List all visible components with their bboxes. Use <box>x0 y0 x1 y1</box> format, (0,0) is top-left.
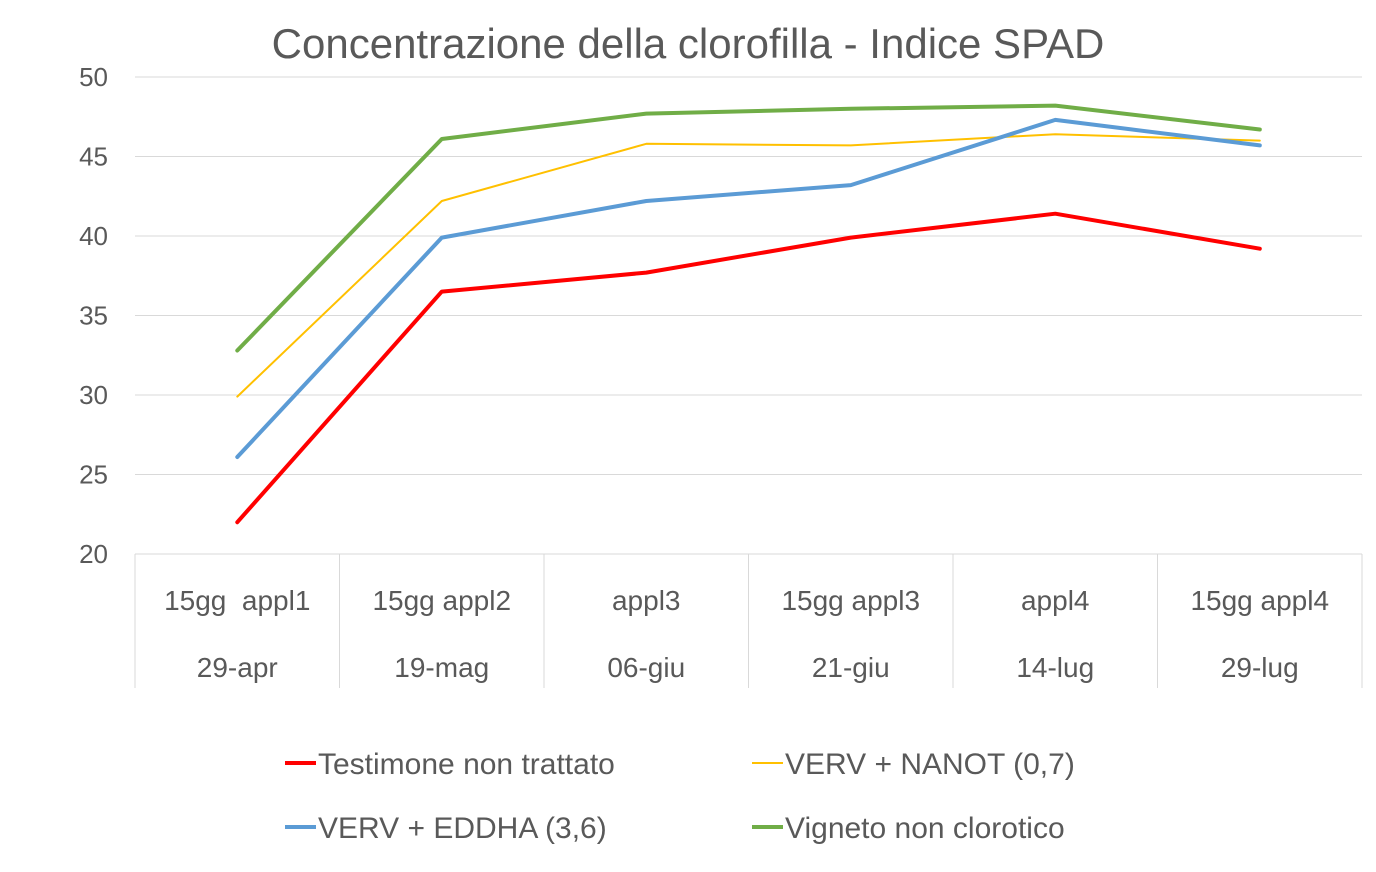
y-tick-label: 25 <box>79 460 108 490</box>
series-line-2 <box>236 133 1261 398</box>
legend: Testimone non trattato VERV + NANOT (0,7)… <box>285 748 1075 845</box>
legend-label: VERV + EDDHA (3,6) <box>318 812 607 845</box>
y-axis: 20 25 30 35 40 45 50 <box>79 62 108 569</box>
y-tick-label: 45 <box>79 142 108 172</box>
y-tick-label: 30 <box>79 380 108 410</box>
x-tick-label-line2: 29-apr <box>197 652 278 683</box>
x-tick-label-line2: 14-lug <box>1016 652 1094 683</box>
legend-label: Testimone non trattato <box>318 748 615 781</box>
x-tick-label-line1: 15gg appl2 <box>372 585 511 616</box>
x-tick-label-line2: 21-giu <box>812 652 890 683</box>
legend-label: VERV + NANOT (0,7) <box>785 748 1075 781</box>
y-tick-label: 40 <box>79 221 108 251</box>
gridlines <box>135 76 1362 555</box>
series-line-3 <box>235 117 1262 459</box>
legend-label: Vigneto non clorotico <box>785 812 1065 845</box>
y-tick-label: 20 <box>79 539 108 569</box>
x-axis: 15gg appl1 29-apr 15gg appl2 19-mag appl3 06-… <box>134 554 1363 688</box>
chart-title: Concentrazione della clorofilla - Indice… <box>272 20 1105 67</box>
series-line-4 <box>235 103 1262 353</box>
x-tick-label-line2: 29-lug <box>1221 652 1299 683</box>
y-tick-label: 50 <box>79 62 108 92</box>
x-tick-label-line1: 15gg appl3 <box>781 585 920 616</box>
x-tick-label-line2: 19-mag <box>394 652 489 683</box>
x-tick-label-line1: appl3 <box>612 585 681 616</box>
x-tick-label-line1: 15gg appl4 <box>1190 585 1329 616</box>
x-tick-label-line1: 15gg appl1 <box>164 585 310 616</box>
series-line-1 <box>235 211 1262 525</box>
x-tick-label-line2: 06-giu <box>607 652 685 683</box>
x-tick-label-line1: appl4 <box>1021 585 1090 616</box>
y-tick-label: 35 <box>79 301 108 331</box>
series-lines <box>235 103 1262 525</box>
